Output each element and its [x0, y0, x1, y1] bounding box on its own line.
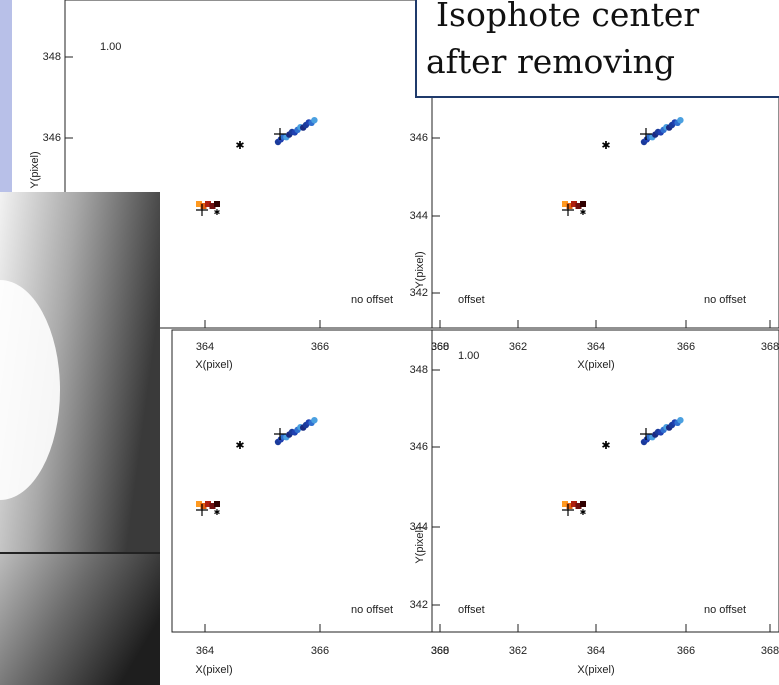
- marker: ✱: [580, 208, 587, 217]
- x-tick-label: 360: [431, 645, 449, 657]
- marker: ✱: [214, 208, 221, 217]
- panel-note: 1.00: [458, 350, 479, 362]
- title-line: Isophote center: [436, 0, 699, 34]
- y-axis-label: Y(pixel): [414, 251, 426, 288]
- x-axis-label: X(pixel): [195, 359, 232, 371]
- marker: [214, 501, 220, 507]
- marker: ✱: [214, 508, 221, 517]
- x-tick-label: 364: [196, 341, 214, 353]
- x-tick-label: 366: [311, 341, 329, 353]
- x-axis-label: X(pixel): [577, 664, 614, 676]
- y-axis-label: Y(pixel): [29, 151, 41, 188]
- y-tick-label: 346: [43, 132, 61, 144]
- y-tick-label: 346: [410, 132, 428, 144]
- panel-note: no offset: [351, 294, 393, 306]
- y-tick-label: 344: [410, 210, 428, 222]
- y-tick-label: 346: [410, 441, 428, 453]
- x-tick-label: 366: [677, 645, 695, 657]
- y-tick-label: 348: [43, 51, 61, 63]
- x-tick-label: 360: [431, 341, 449, 353]
- marker: ✱: [235, 440, 244, 452]
- galaxy-image: [0, 192, 160, 685]
- title-box: Isophote center after removing: [416, 0, 779, 97]
- marker: [580, 201, 586, 207]
- marker: [214, 201, 220, 207]
- x-tick-label: 364: [196, 645, 214, 657]
- x-tick-label: 366: [311, 645, 329, 657]
- x-axis-label: X(pixel): [577, 359, 614, 371]
- marker: [311, 117, 317, 123]
- marker: [580, 501, 586, 507]
- y-axis-label: Y(pixel): [414, 526, 426, 563]
- title-line: after removing: [426, 42, 675, 81]
- x-tick-label: 362: [509, 645, 527, 657]
- x-tick-label: 366: [677, 341, 695, 353]
- marker: ✱: [580, 508, 587, 517]
- marker: ✱: [235, 140, 244, 152]
- x-tick-label: 364: [587, 645, 605, 657]
- x-tick-label: 368: [761, 645, 779, 657]
- panel-note: offset: [458, 604, 485, 616]
- x-tick-label: 362: [509, 341, 527, 353]
- marker: ✱: [601, 140, 610, 152]
- marker: [677, 117, 683, 123]
- panel-note: no offset: [351, 604, 393, 616]
- y-tick-label: 342: [410, 599, 428, 611]
- panel-note: offset: [458, 294, 485, 306]
- marker: ✱: [601, 440, 610, 452]
- marker: [677, 417, 683, 423]
- x-tick-label: 364: [587, 341, 605, 353]
- slide-accent: [0, 0, 12, 192]
- y-tick-label: 348: [410, 364, 428, 376]
- marker: [311, 417, 317, 423]
- x-axis-label: X(pixel): [195, 664, 232, 676]
- panel-note: no offset: [704, 604, 746, 616]
- panel-note: no offset: [704, 294, 746, 306]
- slide: 348 346 344 364 366 368 X(pixel) Y(pixel) 1.00 no…: [0, 0, 779, 685]
- panel-note: 1.00: [100, 41, 121, 53]
- x-tick-label: 368: [761, 341, 779, 353]
